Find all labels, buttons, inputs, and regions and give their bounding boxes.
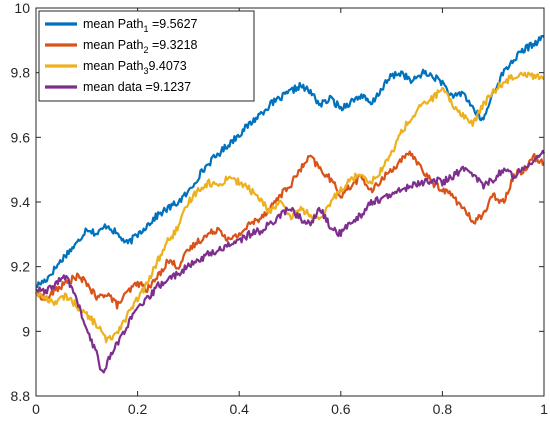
ticks-layer: 0 0.2 0.4 0.6 0.8 1 8.8 9 9.2 9.4 9.6 9.8 10 xyxy=(11,0,549,417)
series-line-4 xyxy=(35,149,545,374)
legend-label: mean Path2 =9.3218 xyxy=(83,38,198,55)
y-tick-label: 8.8 xyxy=(11,388,31,404)
y-tick-label: 9.6 xyxy=(11,129,31,145)
series-2 xyxy=(35,150,545,310)
x-tick-label: 1 xyxy=(540,401,548,417)
series-line-3 xyxy=(35,71,545,344)
legend-label: mean Path1 =9.5627 xyxy=(83,17,198,34)
y-tick-label: 9.4 xyxy=(11,194,31,210)
x-tick-label: 0.8 xyxy=(433,401,453,417)
legend-item-2: mean Path2 =9.3218 xyxy=(45,38,198,55)
legend-item-4: mean data =9.1237 xyxy=(45,80,191,94)
y-tick-label: 10 xyxy=(14,0,30,16)
series-3 xyxy=(35,71,545,344)
legend-label: mean Path39.4073 xyxy=(83,59,187,76)
series-layer xyxy=(35,34,545,374)
legend-label: mean data =9.1237 xyxy=(83,80,191,94)
legend-item-1: mean Path1 =9.5627 xyxy=(45,17,198,34)
x-tick-label: 0.2 xyxy=(128,401,148,417)
x-tick-label: 0.4 xyxy=(229,401,249,417)
series-1 xyxy=(35,34,545,289)
series-line-2 xyxy=(35,150,545,310)
y-tick-label: 9.8 xyxy=(11,65,31,81)
legend-item-3: mean Path39.4073 xyxy=(45,59,187,76)
series-line-1 xyxy=(35,34,545,289)
x-tick-label: 0 xyxy=(32,401,40,417)
series-4 xyxy=(35,149,545,374)
y-tick-label: 9 xyxy=(22,323,30,339)
y-tick-label: 9.2 xyxy=(11,259,31,275)
x-tick-label: 0.6 xyxy=(331,401,351,417)
legend: mean Path1 =9.5627 mean Path2 =9.3218 mean… xyxy=(38,10,255,102)
